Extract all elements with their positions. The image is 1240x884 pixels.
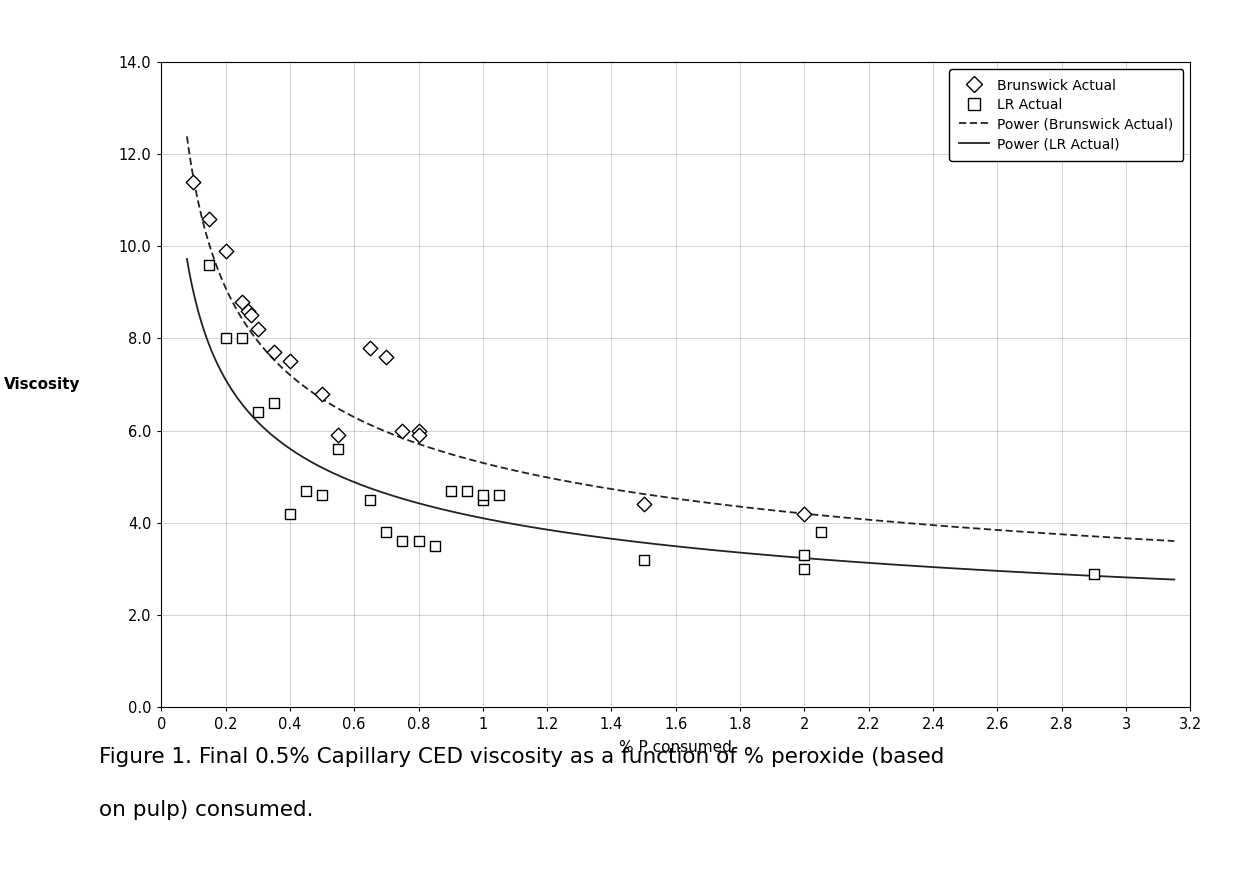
Text: Figure 1. Final 0.5% Capillary CED viscosity as a function of % peroxide (based: Figure 1. Final 0.5% Capillary CED visco… [99, 747, 945, 767]
X-axis label: % P consumed: % P consumed [619, 740, 733, 755]
Point [440, 484, 460, 498]
Point [312, 386, 332, 400]
Point [248, 322, 268, 336]
Point [216, 332, 236, 346]
Point [634, 552, 653, 567]
Point [393, 534, 413, 548]
Point [200, 257, 219, 271]
Point [1084, 567, 1104, 581]
Point [264, 396, 284, 410]
Point [377, 525, 397, 539]
Point [424, 538, 444, 553]
Point [795, 507, 815, 521]
Point [489, 488, 508, 502]
Point [409, 428, 429, 442]
Point [248, 405, 268, 419]
Point [377, 350, 397, 364]
Point [795, 548, 815, 562]
Point [795, 562, 815, 576]
Point [184, 175, 203, 189]
Point [361, 492, 381, 507]
Legend: Brunswick Actual, LR Actual, Power (Brunswick Actual), Power (LR Actual): Brunswick Actual, LR Actual, Power (Brun… [949, 69, 1183, 161]
Point [280, 507, 300, 521]
Point [238, 304, 258, 318]
Point [472, 492, 492, 507]
Y-axis label: Viscosity: Viscosity [4, 377, 81, 392]
Point [242, 309, 262, 323]
Point [634, 498, 653, 512]
Point [361, 340, 381, 354]
Point [280, 354, 300, 369]
Point [200, 211, 219, 225]
Point [409, 423, 429, 438]
Point [472, 488, 492, 502]
Point [811, 525, 831, 539]
Point [409, 534, 429, 548]
Point [296, 484, 316, 498]
Point [216, 244, 236, 258]
Point [232, 294, 252, 309]
Point [312, 488, 332, 502]
Point [456, 484, 476, 498]
Point [329, 442, 348, 456]
Point [393, 423, 413, 438]
Point [232, 332, 252, 346]
Point [264, 346, 284, 360]
Text: on pulp) consumed.: on pulp) consumed. [99, 800, 314, 820]
Point [329, 428, 348, 442]
